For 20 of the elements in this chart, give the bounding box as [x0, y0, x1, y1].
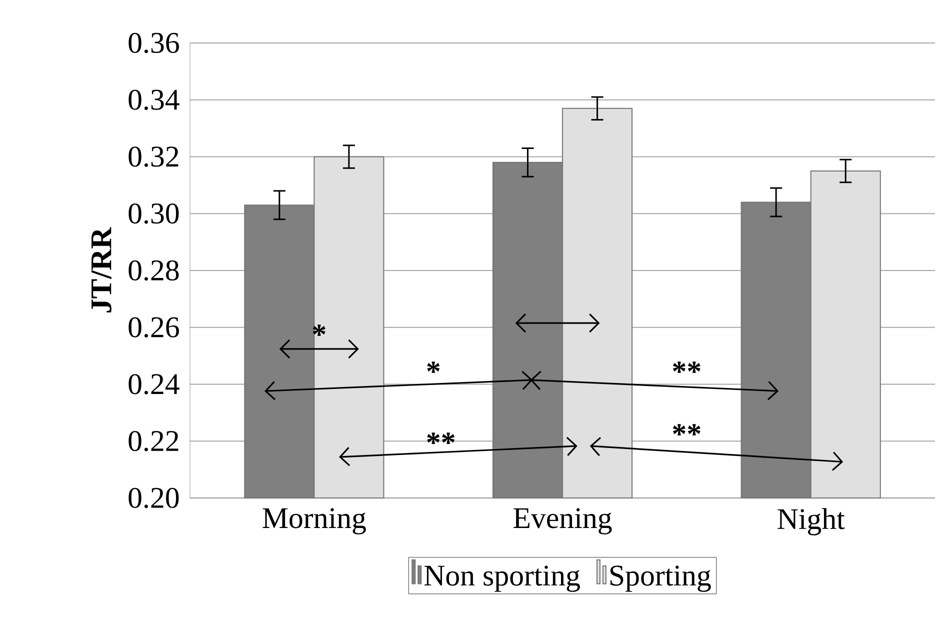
annotation: *	[427, 362, 440, 373]
y-tick-label: 0.28	[128, 260, 179, 281]
x-tick-label: Evening	[514, 508, 612, 534]
y-tick-label: 0.26	[128, 317, 179, 338]
x-tick-label: Night	[778, 508, 845, 536]
annotation: *	[312, 324, 326, 336]
annotation: **	[672, 362, 700, 373]
y-tick-label: 0.32	[128, 146, 178, 167]
y-axis-title: JT/RR	[91, 227, 112, 312]
y-tick-label: 0.36	[128, 32, 179, 54]
y-tick-label: 0.20	[128, 488, 179, 508]
x-tick-label: Morning	[262, 508, 366, 534]
y-tick-label: 0.30	[128, 203, 179, 224]
annotation: **	[427, 432, 455, 444]
annotation: **	[672, 424, 700, 436]
legend-label: Non sporting	[424, 566, 580, 592]
legend-label: Sporting	[610, 566, 711, 592]
y-tick-label: 0.34	[128, 90, 180, 110]
y-tick-label: 0.24	[128, 374, 180, 394]
y-tick-label: 0.22	[128, 430, 178, 452]
